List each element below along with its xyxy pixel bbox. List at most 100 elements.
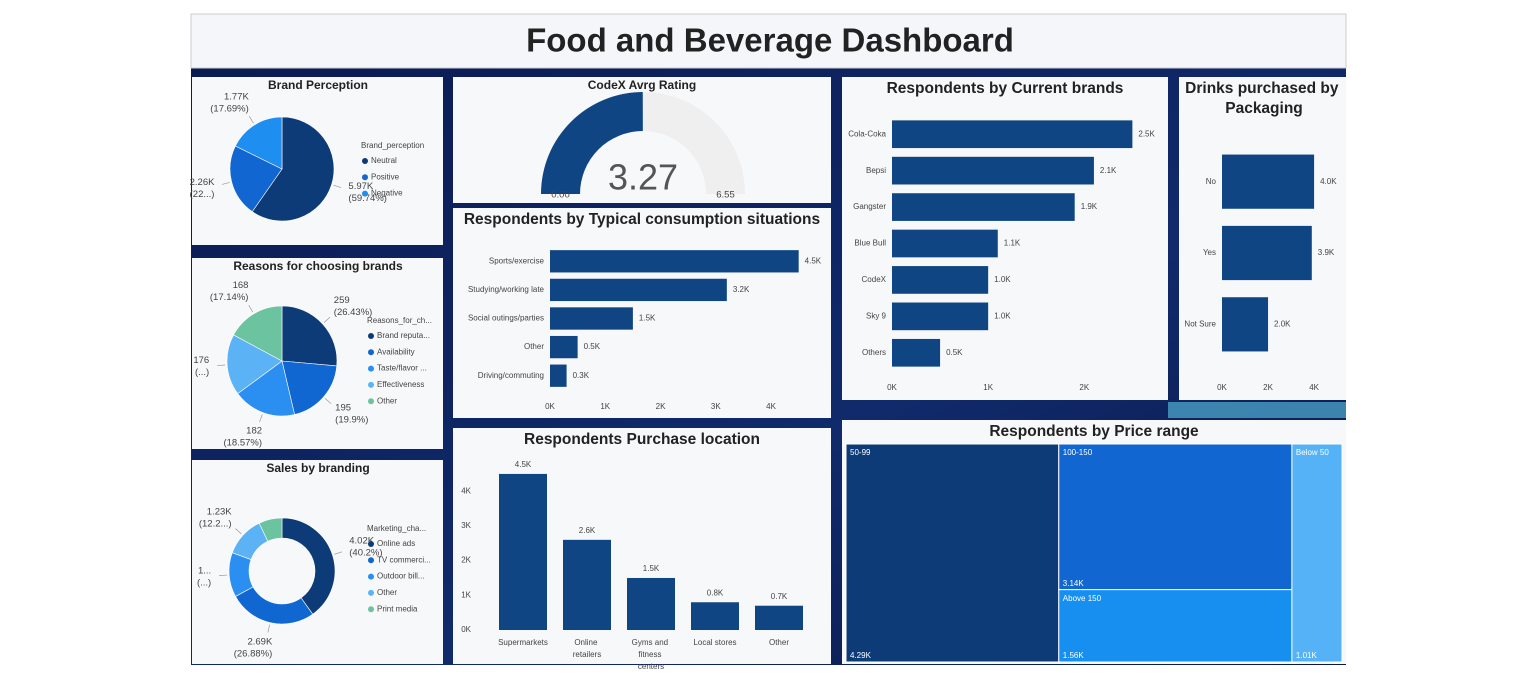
data-label: (...) [195,367,209,378]
tile-value: 1.01K [1296,651,1318,660]
title-bar [190,13,1347,69]
data-label: 2.6K [579,526,596,535]
legend-swatch [368,541,374,547]
data-label: 1.0K [994,311,1011,320]
data-label: 2.69K [247,637,272,648]
data-label: 195 [335,403,351,414]
slice [226,334,283,395]
category-label: Sports/exercise [489,256,545,265]
bar [892,229,998,258]
leader-line [324,398,332,404]
data-label: (59.74%) [348,193,387,204]
slice [281,305,338,367]
gauge-value-label: 3.27 [608,157,678,198]
category-label: Blue Bull [854,239,886,248]
y-tick-label: 2K [461,556,471,565]
data-label: (26.88%) [234,649,273,660]
data-label: 2.0K [1274,319,1291,328]
leader-line [248,305,254,313]
treemap-tile [1058,589,1293,663]
legend-swatch [368,589,374,596]
tile-label: 50-99 [850,448,871,457]
bar [499,473,547,630]
legend-swatch [362,174,368,181]
slice [229,145,283,213]
tile-label: Above 150 [1063,594,1102,603]
data-label: (17.14%) [210,292,249,303]
y-tick-label: 3K [461,521,471,530]
data-label: 4.5K [515,460,532,469]
chart-title: Respondents Purchase location [524,431,760,448]
data-label: 4.5K [805,256,822,265]
data-label: (18.57%) [223,438,262,449]
legend-swatch [368,381,374,388]
data-label: 0.7K [771,592,788,601]
data-label: (12.2...) [199,518,232,529]
category-label: Not Sure [1184,319,1216,328]
card [453,208,831,418]
bar [1222,225,1312,281]
legend-swatch [362,190,368,197]
legend-swatch [368,349,374,356]
category-label: Local stores [693,638,736,647]
data-label: 1.23K [207,506,232,517]
bar [755,605,803,630]
leader-line [259,414,263,423]
legend-swatch [368,398,374,405]
tile-value: 4.29K [850,651,872,660]
bar [892,302,989,331]
data-label: 3.2K [733,285,750,294]
x-tick-label: 2K [656,402,666,411]
chart-title: Respondents by Price range [989,423,1199,440]
tile-value: 3.14K [1063,579,1085,588]
x-tick-label: 1K [600,402,610,411]
data-label: 168 [233,280,249,291]
x-tick-label: 1K [983,383,993,392]
data-label: 1.5K [643,564,660,573]
data-label: 1.0K [994,275,1011,284]
tile-label: 100-150 [1063,448,1093,457]
chart-title: Brand Perception [268,78,368,92]
treemap-tile [1058,443,1293,591]
category-label: Bepsi [866,166,886,175]
legend-label: Neutral [371,156,397,165]
data-label: 176 [193,355,209,366]
leader-line [333,184,342,188]
slice [237,360,295,417]
category-label: Social outings/parties [468,314,544,323]
data-label: (17.69%) [210,103,249,114]
legend-title: Reasons_for_ch... [367,316,432,325]
category-label: No [1206,177,1217,186]
data-label: (26.43%) [334,307,373,318]
data-label: 1.5K [639,314,656,323]
leader-line [217,364,226,366]
bar [892,120,1133,149]
category-label: Online retailers [573,638,601,659]
x-tick-label: 0K [887,383,897,392]
slice [233,305,283,362]
x-tick-label: 0K [545,402,555,411]
treemap-tile [1291,443,1343,663]
category-label: Yes [1203,248,1216,257]
legend-label: Negative [371,189,403,198]
bar [550,278,727,302]
legend-label: Online ads [377,539,415,548]
leader-line [323,316,331,323]
data-label: 259 [334,295,350,306]
data-label: (40.2%) [349,547,382,558]
bar [691,602,739,630]
x-tick-label: 4K [1309,383,1319,392]
slice [281,517,336,615]
bar [1222,297,1269,352]
legend-title: Marketing_cha... [367,524,426,533]
dashboard-title: Food and Beverage Dashboard [526,22,1014,59]
bar [1222,154,1315,209]
legend-swatch [368,606,374,613]
x-tick-label: 3K [711,402,721,411]
bar [563,539,611,630]
y-tick-label: 1K [461,590,471,599]
x-tick-label: 2K [1079,383,1089,392]
bar [550,364,567,387]
legend-label: Availability [377,347,415,356]
